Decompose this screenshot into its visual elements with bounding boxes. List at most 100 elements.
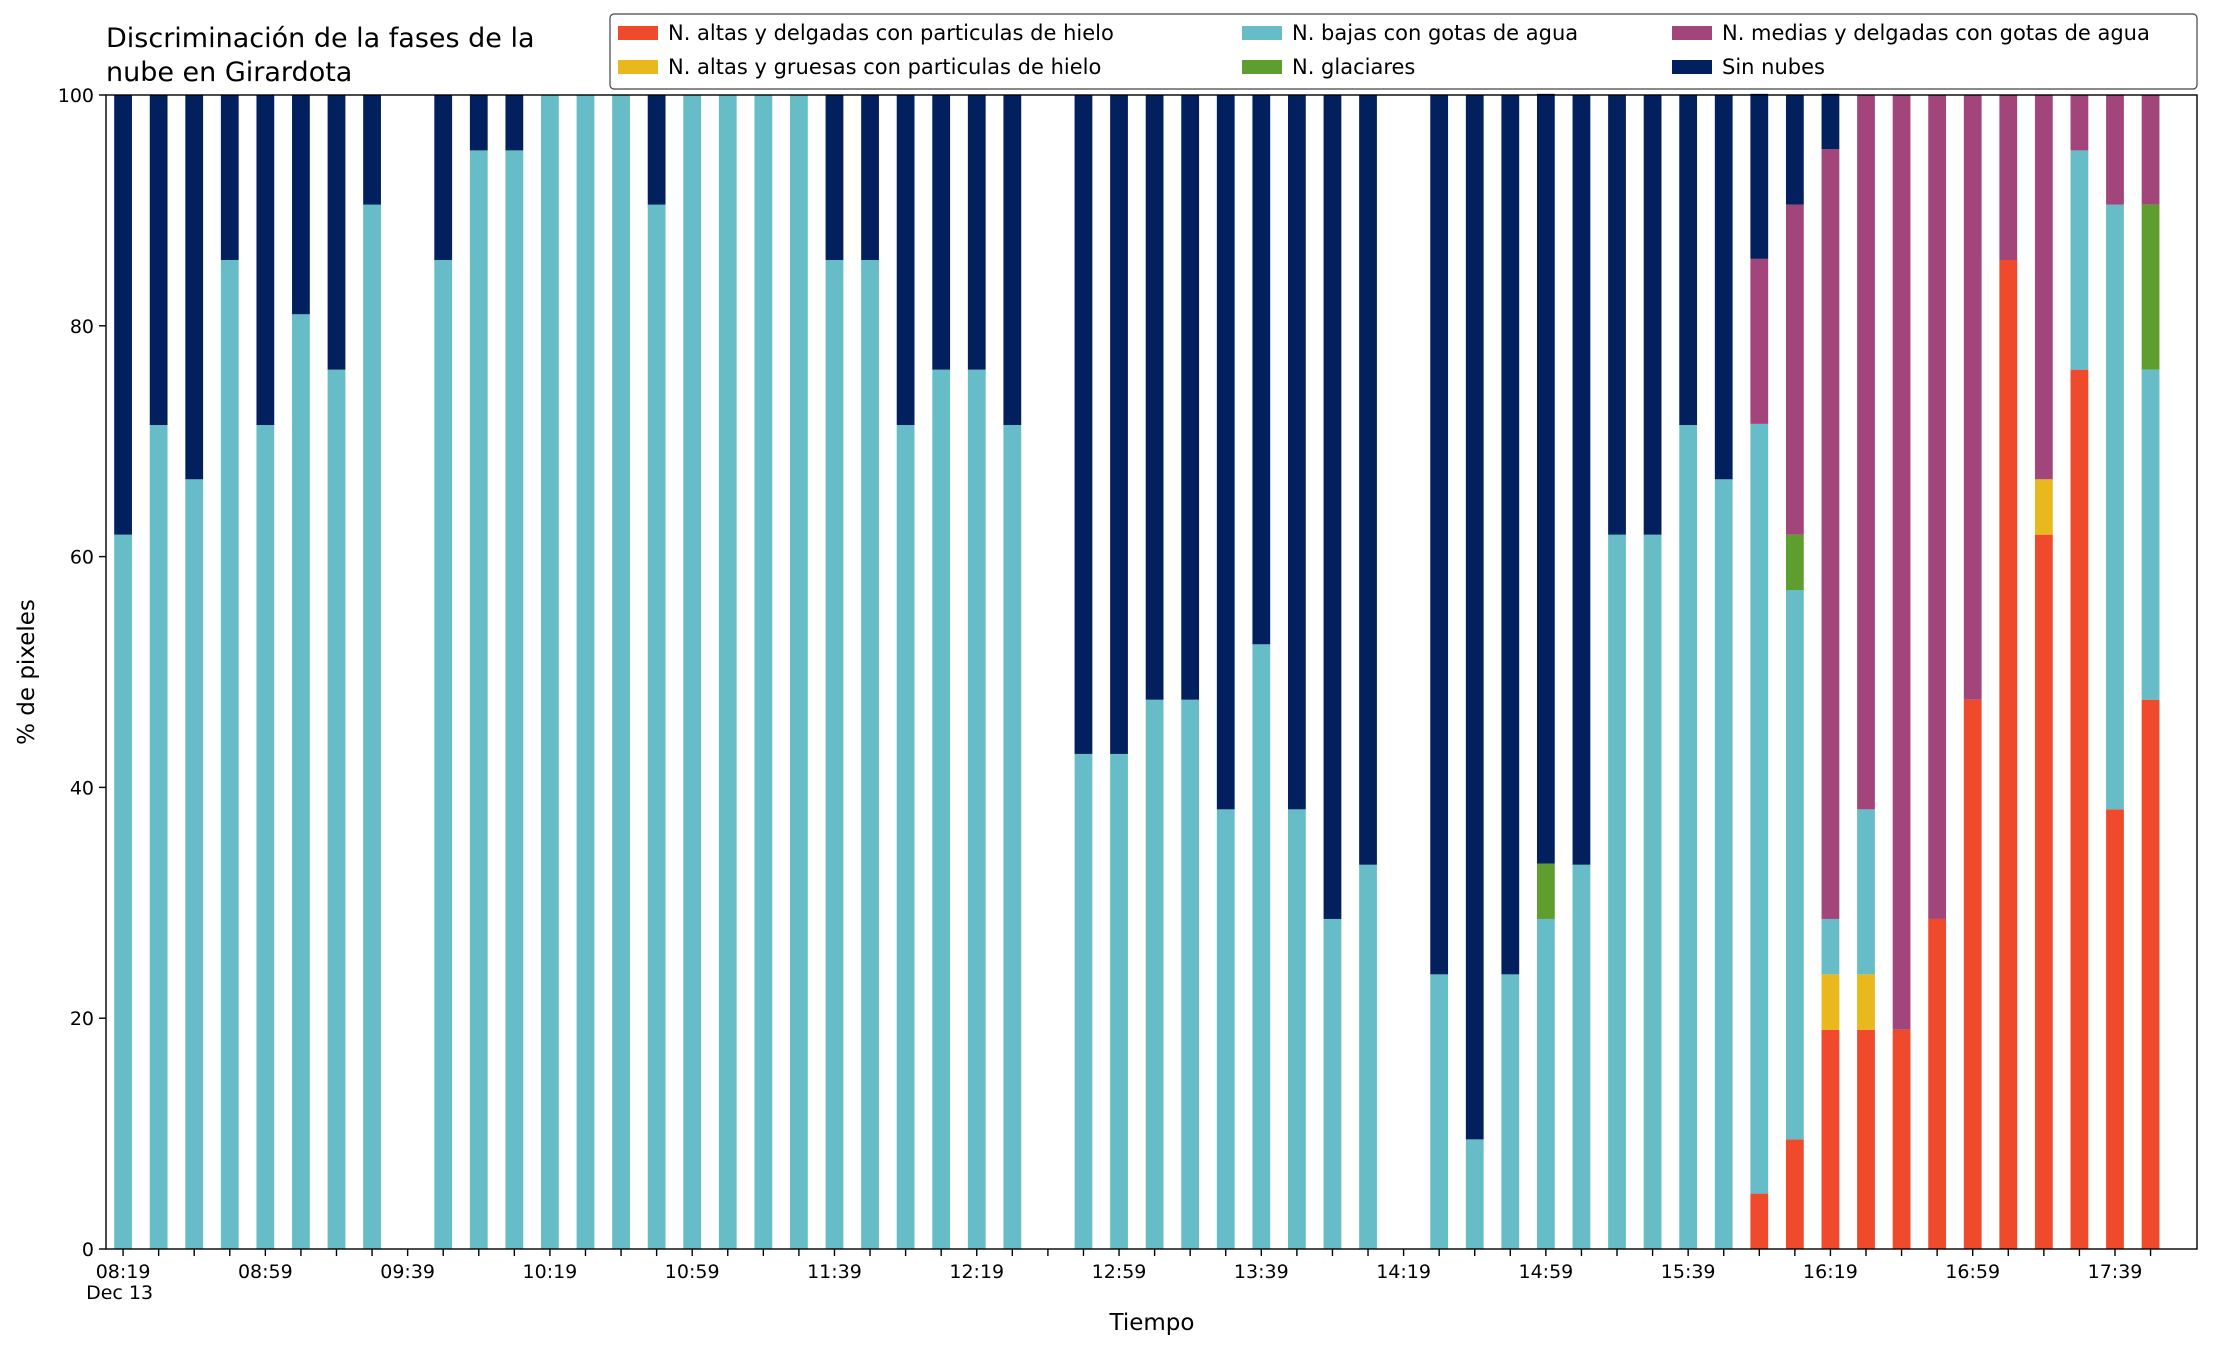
- bar-segment: [292, 95, 310, 315]
- bar-segment: [1536, 918, 1555, 1249]
- bar-segment: [220, 260, 239, 1250]
- bar-segment: [256, 425, 275, 1249]
- bar-segment: [1785, 95, 1804, 205]
- x-tick-label: 16:59: [1945, 1261, 2000, 1283]
- x-tick-label: 11:39: [807, 1261, 862, 1283]
- bar-segment: [434, 260, 453, 1250]
- bar-segment: [1287, 809, 1306, 1249]
- bar-segment: [327, 95, 346, 370]
- bar-segment: [1572, 864, 1591, 1249]
- x-tick-label: 12:59: [1092, 1261, 1147, 1283]
- bar-segment: [1821, 1029, 1840, 1249]
- bar-segment: [114, 534, 132, 1249]
- bar-segment: [1145, 699, 1164, 1249]
- bar-segment: [896, 95, 915, 426]
- bar-segment: [1857, 974, 1875, 1030]
- plot-frame: [105, 94, 2198, 1250]
- bar-segment: [1821, 918, 1840, 975]
- bar-segment: [612, 95, 630, 1249]
- bar-segment: [2141, 369, 2160, 700]
- bar-segment: [1963, 95, 1982, 700]
- x-tick-label: 12:19: [949, 1261, 1004, 1283]
- bar-segment: [1750, 258, 1769, 424]
- bar-segment: [790, 95, 808, 1249]
- bar-segment: [220, 95, 239, 261]
- y-axis-label: % de pixeles: [14, 599, 40, 745]
- bar-segment: [1857, 95, 1875, 810]
- bar-segment: [2034, 534, 2053, 1249]
- bar-segment: [1857, 809, 1875, 975]
- bar-segment: [825, 95, 844, 261]
- y-tick-label: 80: [70, 316, 94, 338]
- bar-segment: [1821, 974, 1840, 1030]
- x-tick-label: 16:19: [1803, 1261, 1858, 1283]
- legend-swatch: [1672, 26, 1712, 40]
- bar-segment: [2141, 699, 2160, 1249]
- bar-segment: [185, 479, 204, 1250]
- legend-box: [609, 13, 2198, 90]
- bar-segment: [1892, 95, 1911, 1030]
- bar-segment: [1643, 534, 1662, 1249]
- bar-segment: [1430, 95, 1449, 975]
- bar-segment: [1216, 95, 1235, 810]
- chart-title: Discriminación de la fases de la nube en…: [106, 23, 535, 88]
- x-axis-label: Tiempo: [1109, 1310, 1195, 1336]
- bar-segment: [1928, 918, 1947, 1249]
- y-tick-label: 20: [70, 1008, 94, 1030]
- bar-segment: [1216, 809, 1235, 1249]
- bar-segment: [825, 260, 844, 1250]
- x-sublabel: Dec 13: [86, 1282, 153, 1304]
- bar-segment: [1714, 479, 1733, 1250]
- bar-segment: [1181, 699, 1200, 1249]
- legend-label: N. altas y delgadas con particulas de hi…: [668, 21, 1114, 45]
- bar-segment: [1430, 974, 1449, 1249]
- legend-label: N. glaciares: [1292, 55, 1415, 79]
- bar-segment: [363, 204, 381, 1249]
- y-tick-label: 60: [70, 547, 94, 569]
- bar-segment: [967, 369, 986, 1250]
- bar-segment: [1785, 590, 1804, 1140]
- bar-segment: [505, 150, 524, 1250]
- bar-segment: [1323, 918, 1342, 1249]
- bar-segment: [647, 204, 666, 1249]
- bar-segment: [1359, 95, 1377, 865]
- bar-segment: [327, 369, 346, 1250]
- x-tick-label: 10:59: [665, 1261, 720, 1283]
- bar-segment: [1110, 753, 1128, 1249]
- bar-segment: [932, 369, 951, 1250]
- bar-segment: [1074, 95, 1093, 754]
- bar-segment: [718, 95, 737, 1249]
- bar-segment: [363, 95, 381, 205]
- y-tick-label: 100: [58, 85, 94, 107]
- bar-segment: [2070, 95, 2089, 151]
- x-tick-label: 17:39: [2088, 1261, 2143, 1283]
- bar-segment: [2034, 95, 2053, 480]
- bar-segment: [1536, 93, 1555, 864]
- bar-segment: [541, 95, 559, 1249]
- x-tick-label: 14:19: [1376, 1261, 1431, 1283]
- legend-label: N. bajas con gotas de agua: [1292, 21, 1578, 45]
- bar-segment: [1465, 1139, 1484, 1249]
- y-tick-label: 40: [70, 777, 94, 799]
- bar-segment: [1750, 423, 1769, 1194]
- bar-segment: [505, 95, 524, 151]
- bar-segment: [1145, 95, 1164, 700]
- bar-segment: [114, 95, 132, 535]
- x-tick-label: 15:39: [1661, 1261, 1716, 1283]
- bar-segment: [2034, 479, 2053, 535]
- bar-segment: [2106, 809, 2124, 1249]
- legend-label: N. altas y gruesas con particulas de hie…: [668, 55, 1101, 79]
- bar-segment: [2141, 204, 2160, 370]
- bar-segment: [1785, 204, 1804, 535]
- x-tick-label: 09:39: [380, 1261, 435, 1283]
- bar-segment: [1750, 1193, 1769, 1249]
- bar-segment: [1785, 1139, 1804, 1249]
- legend-swatch: [1242, 60, 1282, 74]
- bar-segment: [1501, 974, 1520, 1249]
- x-tick-label: 08:59: [238, 1261, 293, 1283]
- bar-segment: [896, 425, 915, 1249]
- bar-segment: [1323, 95, 1342, 919]
- bar-segment: [647, 95, 666, 205]
- bar-segment: [1608, 534, 1626, 1249]
